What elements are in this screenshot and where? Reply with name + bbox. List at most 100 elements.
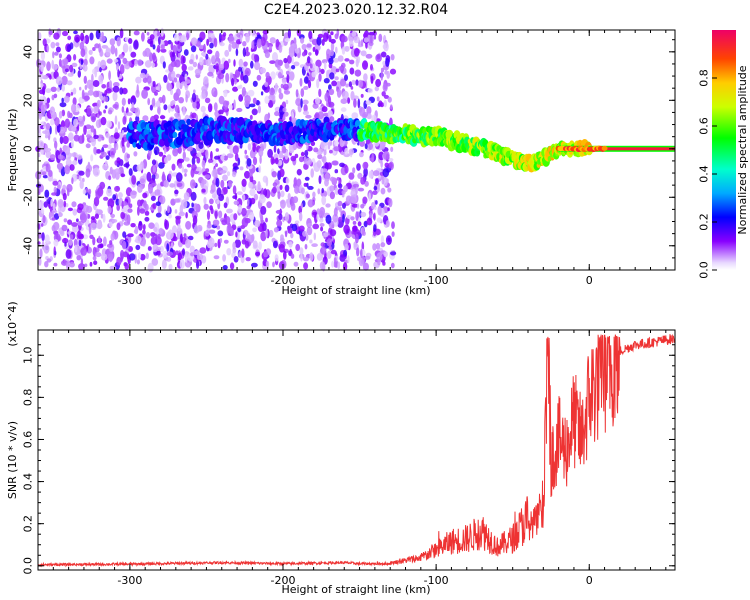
noise-dot [305, 157, 313, 166]
noise-dot [139, 72, 146, 79]
noise-dot [192, 203, 199, 210]
noise-dot [337, 261, 341, 270]
noise-dot [277, 64, 281, 71]
noise-dot [278, 92, 284, 100]
noise-dot [44, 128, 50, 137]
noise-dot [247, 89, 255, 97]
noise-dot [182, 56, 186, 64]
noise-dot [310, 168, 315, 178]
noise-dot [192, 182, 197, 187]
noise-dot [309, 63, 313, 69]
noise-dot [166, 82, 173, 92]
noise-dot [39, 96, 44, 101]
noise-dot [180, 199, 188, 210]
noise-dot [351, 30, 357, 37]
noise-dot [274, 157, 279, 165]
noise-dot [160, 48, 167, 53]
noise-dot [184, 253, 188, 263]
noise-dot [300, 37, 305, 44]
y-tick-label: 0.6 [22, 431, 35, 449]
noise-dot [318, 175, 322, 185]
noise-dot [80, 48, 86, 58]
noise-dot [298, 156, 304, 163]
noise-dot [320, 246, 327, 255]
noise-dot [268, 99, 274, 108]
noise-dot [41, 208, 45, 214]
noise-dot [349, 67, 355, 75]
noise-dot [99, 243, 104, 248]
noise-dot [105, 47, 111, 57]
noise-dot [178, 211, 185, 217]
noise-dot [48, 30, 53, 36]
noise-dot [137, 206, 140, 216]
noise-dot [316, 78, 320, 89]
noise-dot [287, 54, 292, 64]
noise-dot [360, 211, 367, 218]
noise-dot [258, 241, 262, 250]
noise-dot [338, 66, 344, 71]
noise-dot [360, 93, 364, 98]
noise-dot [287, 28, 291, 39]
noise-dot [57, 184, 61, 190]
noise-dot [319, 217, 324, 223]
noise-dot [296, 178, 302, 187]
noise-dot [124, 263, 130, 270]
noise-dot [391, 231, 395, 237]
noise-dot [312, 46, 316, 53]
noise-dot [320, 226, 324, 232]
noise-dot [217, 72, 225, 80]
noise-dot [370, 75, 374, 84]
noise-dot [122, 201, 128, 206]
noise-dot [278, 44, 283, 53]
noise-dot [181, 248, 186, 256]
noise-dot [116, 204, 120, 211]
noise-dot [92, 255, 97, 261]
noise-dot [177, 223, 181, 232]
noise-dot [316, 160, 322, 169]
noise-dot [272, 240, 278, 249]
noise-dot [170, 242, 174, 248]
noise-dot [128, 253, 136, 261]
noise-dot [228, 227, 234, 234]
noise-dot [360, 204, 365, 209]
noise-dot [327, 110, 333, 118]
noise-dot [83, 58, 88, 66]
noise-dot [79, 180, 84, 190]
noise-dot [86, 205, 93, 213]
noise-dot [122, 57, 128, 65]
noise-dot [134, 225, 139, 235]
noise-dot [249, 188, 256, 197]
noise-dot [223, 239, 229, 244]
noise-dot [352, 95, 359, 100]
noise-dot [374, 86, 379, 92]
noise-dot [357, 256, 362, 262]
noise-dot [380, 160, 384, 168]
noise-dot [116, 157, 121, 164]
noise-dot [364, 255, 371, 260]
noise-dot [370, 34, 373, 44]
noise-dot [318, 73, 322, 82]
noise-dot [220, 155, 225, 161]
noise-dot [228, 35, 235, 44]
noise-dot [312, 191, 316, 198]
noise-dot [69, 261, 75, 268]
noise-dot [323, 32, 329, 42]
noise-dot [72, 97, 77, 106]
noise-dot [232, 86, 239, 92]
noise-dot [205, 53, 209, 60]
noise-dot [318, 147, 324, 155]
noise-dot [264, 95, 270, 105]
noise-dot [300, 98, 303, 108]
noise-dot [89, 234, 94, 239]
noise-dot [380, 51, 387, 58]
noise-dot [119, 87, 124, 95]
noise-dot [316, 208, 321, 215]
noise-dot [302, 110, 309, 116]
noise-dot [146, 31, 150, 36]
noise-dot [348, 148, 355, 155]
colorbar: 0.0 0.2 0.4 0.6 0.8 Normalized spectral ampl… [698, 30, 749, 279]
noise-dot [390, 54, 395, 61]
noise-dot [208, 37, 212, 43]
noise-dot [133, 151, 138, 157]
noise-dot [284, 212, 290, 222]
